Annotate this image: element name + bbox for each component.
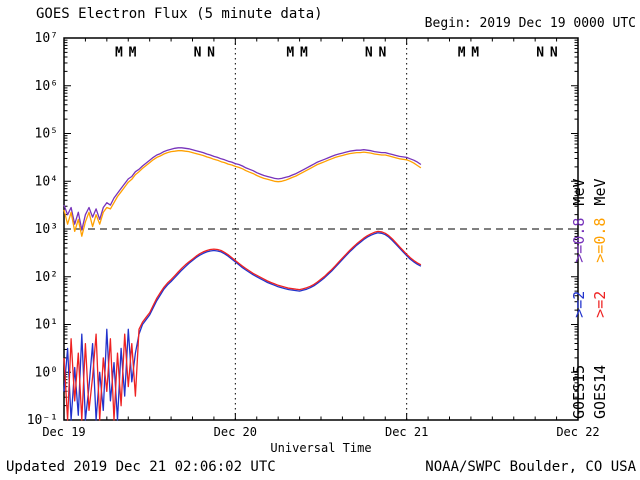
svg-text:Dec 20: Dec 20 [214, 425, 257, 439]
updated-timestamp: Updated 2019 Dec 21 02:06:02 UTC [6, 459, 276, 475]
legend-goes14-unit-label: MeV [591, 178, 609, 206]
svg-text:Dec 19: Dec 19 [42, 425, 85, 439]
svg-text:10⁷: 10⁷ [35, 31, 58, 46]
svg-text:M: M [458, 45, 466, 60]
svg-text:10⁻¹: 10⁻¹ [27, 413, 58, 428]
svg-text:10¹: 10¹ [35, 318, 58, 333]
svg-text:N: N [550, 45, 558, 60]
svg-text:N: N [378, 45, 386, 60]
svg-text:Dec 21: Dec 21 [385, 425, 428, 439]
svg-text:10⁰: 10⁰ [35, 365, 58, 380]
svg-text:10⁴: 10⁴ [35, 174, 58, 189]
legend-column-goes14: GOES14 >=2 >=0.8 MeV [591, 37, 610, 421]
legend-goes14-ch2-label: >=2 [591, 290, 609, 318]
legend-goes14-ch08-label: >=0.8 [591, 217, 609, 263]
svg-text:M: M [286, 45, 294, 60]
svg-text:M: M [300, 45, 308, 60]
legend-goes15-unit-label: MeV [570, 178, 588, 206]
legend-column-goes15: GOES15 >=2 >=0.8 MeV [570, 37, 589, 421]
legend-goes15-satellite: GOES15 [570, 364, 588, 419]
svg-text:10²: 10² [35, 270, 58, 285]
legend-goes14-satellite: GOES14 [591, 364, 609, 419]
svg-text:N: N [207, 45, 215, 60]
chart-title: GOES Electron Flux (5 minute data) [36, 6, 323, 22]
svg-text:N: N [536, 45, 544, 60]
svg-text:Dec 22: Dec 22 [556, 425, 599, 439]
source-attribution: NOAA/SWPC Boulder, CO USA [425, 459, 636, 475]
svg-text:N: N [194, 45, 202, 60]
svg-text:M: M [115, 45, 123, 60]
svg-text:M: M [471, 45, 479, 60]
svg-text:M: M [129, 45, 137, 60]
legend-goes15-ch08-label: >=0.8 [570, 217, 588, 263]
legend-goes15-ch2-label: >=2 [570, 290, 588, 318]
begin-timestamp: Begin: 2019 Dec 19 0000 UTC [424, 16, 636, 31]
svg-text:10³: 10³ [35, 222, 58, 237]
svg-text:10⁵: 10⁵ [35, 127, 58, 142]
svg-text:N: N [365, 45, 373, 60]
y-axis-label: Particles cm⁻²s⁻¹sr⁻¹ [0, 146, 2, 312]
svg-text:10⁶: 10⁶ [35, 79, 58, 94]
x-axis-label: Universal Time [270, 441, 372, 455]
